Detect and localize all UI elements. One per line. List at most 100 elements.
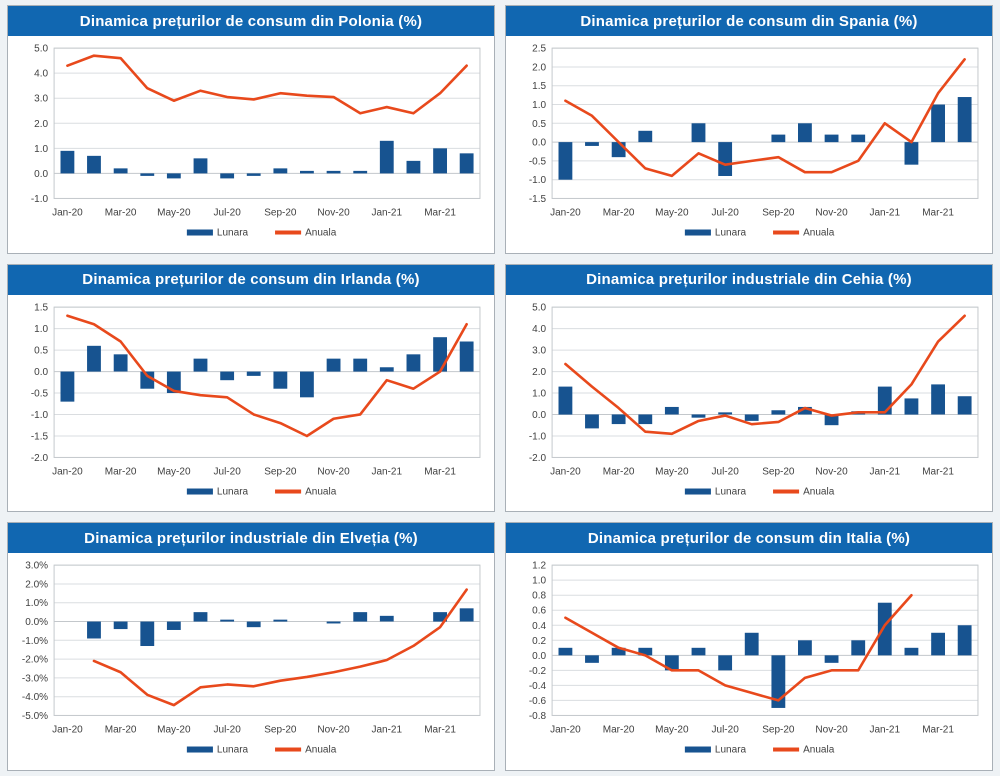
svg-text:0.8: 0.8 <box>532 591 546 602</box>
svg-text:Jan-20: Jan-20 <box>550 725 581 736</box>
svg-text:-0.8: -0.8 <box>529 711 547 722</box>
chart-panel-italia: Dinamica prețurilor de consum din Italia… <box>505 522 993 771</box>
svg-text:-4.0%: -4.0% <box>22 693 48 704</box>
svg-text:-2.0: -2.0 <box>529 453 547 464</box>
svg-text:Jul-20: Jul-20 <box>712 725 740 736</box>
chart-title-spania: Dinamica prețurilor de consum din Spania… <box>506 6 992 36</box>
svg-text:Anuala: Anuala <box>803 228 835 239</box>
svg-text:Jul-20: Jul-20 <box>712 207 740 218</box>
svg-text:0.6: 0.6 <box>532 606 546 617</box>
svg-text:Jan-21: Jan-21 <box>869 207 900 218</box>
svg-text:Jan-21: Jan-21 <box>371 207 402 218</box>
svg-text:Nov-20: Nov-20 <box>815 207 848 218</box>
chart-body-cehia: 5.0 4.0 3.0 2.0 1.0 0.0 -1.0 -2.0 Jan-20 Mar-20 Ma… <box>506 295 992 512</box>
svg-text:2.0: 2.0 <box>532 367 546 378</box>
svg-text:Anuala: Anuala <box>803 745 835 756</box>
svg-text:1.0: 1.0 <box>34 324 48 335</box>
chart-italia: 1.21.00.80.60.40.20.0-0.2-0.4-0.6-0.8Jan… <box>529 561 979 756</box>
svg-text:Jan-21: Jan-21 <box>371 725 402 736</box>
svg-text:May-20: May-20 <box>157 466 191 477</box>
svg-text:-5.0%: -5.0% <box>22 711 48 722</box>
svg-text:Lunara: Lunara <box>715 745 747 756</box>
svg-text:-1.5: -1.5 <box>31 431 49 442</box>
svg-text:0.5: 0.5 <box>34 345 48 356</box>
svg-text:1.2: 1.2 <box>532 561 546 572</box>
svg-text:1.0: 1.0 <box>532 576 546 587</box>
svg-text:Jan-21: Jan-21 <box>371 466 402 477</box>
svg-text:-1.0: -1.0 <box>529 175 547 186</box>
chart-body-spania: 2.5 2.0 1.5 1.0 0.5 0.0 -0.5 -1.0 -1.5 Jan-20 Mar-… <box>506 36 992 253</box>
svg-text:Mar-21: Mar-21 <box>424 207 456 218</box>
svg-text:-0.2: -0.2 <box>529 666 547 677</box>
svg-text:Jan-20: Jan-20 <box>52 725 83 736</box>
svg-text:-2.0: -2.0 <box>31 453 49 464</box>
svg-text:Lunara: Lunara <box>217 745 249 756</box>
svg-text:4.0: 4.0 <box>532 324 546 335</box>
svg-text:-0.6: -0.6 <box>529 696 547 707</box>
svg-text:Lunara: Lunara <box>715 486 747 497</box>
svg-text:1.5: 1.5 <box>532 81 546 92</box>
svg-text:-3.0%: -3.0% <box>22 674 48 685</box>
svg-text:Lunara: Lunara <box>715 228 747 239</box>
svg-text:Mar-20: Mar-20 <box>603 207 635 218</box>
svg-text:0.0%: 0.0% <box>25 617 48 628</box>
svg-text:Anuala: Anuala <box>305 745 337 756</box>
svg-text:May-20: May-20 <box>655 207 689 218</box>
chart-title-elvetia: Dinamica prețurilor industriale din Elve… <box>8 523 494 554</box>
svg-text:-0.4: -0.4 <box>529 681 547 692</box>
chart-panel-spania: Dinamica prețurilor de consum din Spania… <box>505 5 993 254</box>
svg-text:0.4: 0.4 <box>532 621 546 632</box>
svg-text:0.2: 0.2 <box>532 636 546 647</box>
svg-text:0.0: 0.0 <box>532 138 546 149</box>
svg-text:Mar-21: Mar-21 <box>922 466 954 477</box>
svg-text:Jan-21: Jan-21 <box>869 466 900 477</box>
svg-text:May-20: May-20 <box>157 207 191 218</box>
chart-panel-polonia: Dinamica prețurilor de consum din Poloni… <box>7 5 495 254</box>
svg-text:2.0: 2.0 <box>532 62 546 73</box>
svg-text:1.5: 1.5 <box>34 302 48 313</box>
svg-text:-1.5: -1.5 <box>529 194 547 205</box>
svg-text:Anuala: Anuala <box>305 228 337 239</box>
svg-text:Nov-20: Nov-20 <box>815 725 848 736</box>
chart-body-polonia: 5.0 4.0 3.0 2.0 1.0 0.0 -1.0 Jan-20 Mar-20 May-20… <box>8 36 494 253</box>
svg-text:3.0: 3.0 <box>34 94 48 105</box>
svg-text:Mar-20: Mar-20 <box>105 466 137 477</box>
chart-body-irlanda: 1.5 1.0 0.5 0.0 -0.5 -1.0 -1.5 -2.0 Jan-20 Mar-20… <box>8 295 494 512</box>
svg-text:0.0: 0.0 <box>34 169 48 180</box>
chart-body-italia: 1.2 1.0 0.8 0.6 0.4 0.2 0.0 -0.2 -0.4 -0.6 -0.8 Jan… <box>506 553 992 770</box>
chart-title-italia: Dinamica prețurilor de consum din Italia… <box>506 523 992 554</box>
svg-text:Jul-20: Jul-20 <box>214 466 242 477</box>
svg-text:3.0%: 3.0% <box>25 561 48 572</box>
svg-text:-1.0%: -1.0% <box>22 636 48 647</box>
svg-text:Mar-20: Mar-20 <box>603 466 635 477</box>
chart-title-polonia: Dinamica prețurilor de consum din Poloni… <box>8 6 494 36</box>
svg-text:Mar-21: Mar-21 <box>922 725 954 736</box>
svg-text:Mar-21: Mar-21 <box>424 466 456 477</box>
svg-text:Sep-20: Sep-20 <box>264 466 297 477</box>
svg-text:1.0: 1.0 <box>532 388 546 399</box>
svg-text:Mar-20: Mar-20 <box>105 725 137 736</box>
svg-text:Anuala: Anuala <box>803 486 835 497</box>
svg-text:May-20: May-20 <box>157 725 191 736</box>
svg-text:Mar-20: Mar-20 <box>603 725 635 736</box>
svg-text:4.0: 4.0 <box>34 69 48 80</box>
svg-text:5.0: 5.0 <box>532 302 546 313</box>
svg-text:-0.5: -0.5 <box>529 156 547 167</box>
svg-text:Sep-20: Sep-20 <box>264 725 297 736</box>
svg-text:Nov-20: Nov-20 <box>815 466 848 477</box>
svg-text:2.0%: 2.0% <box>25 580 48 591</box>
svg-text:0.5: 0.5 <box>532 119 546 130</box>
svg-text:Lunara: Lunara <box>217 228 249 239</box>
svg-text:0.0: 0.0 <box>34 367 48 378</box>
svg-text:Lunara: Lunara <box>217 486 249 497</box>
svg-text:1.0: 1.0 <box>532 100 546 111</box>
svg-text:-2.0%: -2.0% <box>22 655 48 666</box>
svg-text:Nov-20: Nov-20 <box>317 207 350 218</box>
svg-text:-1.0: -1.0 <box>31 410 49 421</box>
chart-panel-cehia: Dinamica prețurilor industriale din Cehi… <box>505 263 993 513</box>
svg-text:Mar-21: Mar-21 <box>922 207 954 218</box>
svg-text:1.0: 1.0 <box>34 144 48 155</box>
